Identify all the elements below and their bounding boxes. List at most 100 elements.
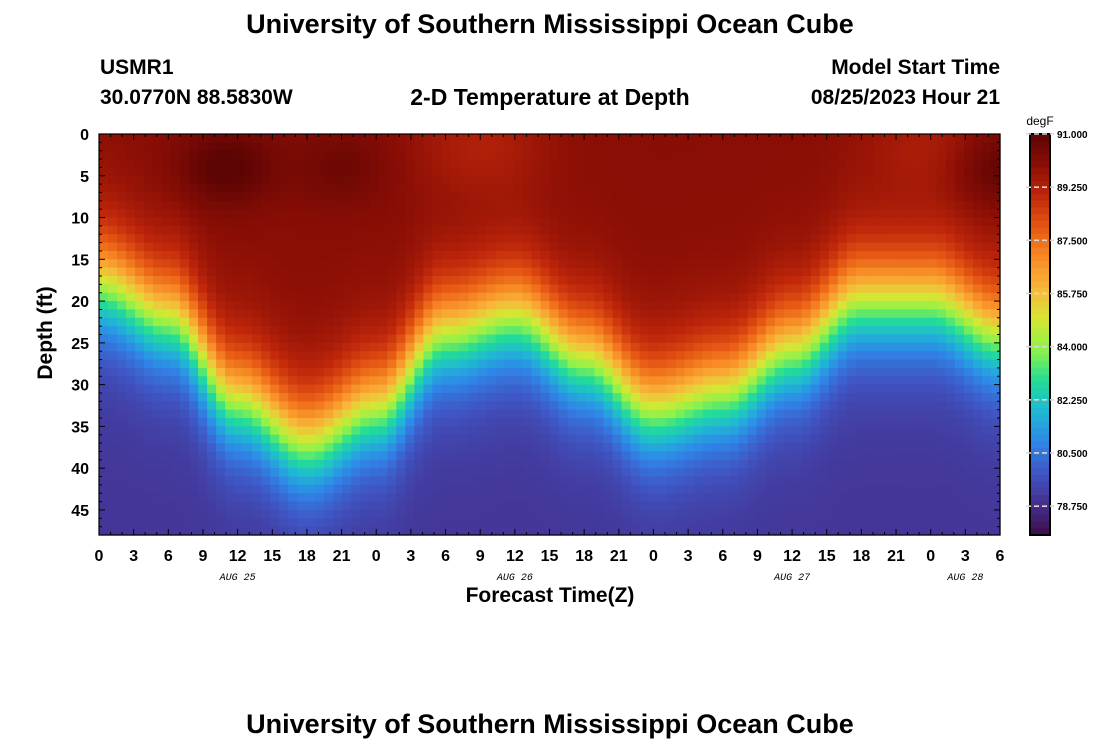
heatmap-cell — [540, 200, 551, 210]
heatmap-cell — [117, 401, 127, 411]
heatmap-cell — [621, 192, 632, 202]
heatmap-cell — [909, 384, 920, 394]
heatmap-cell — [234, 451, 244, 461]
heatmap-cell — [225, 526, 235, 536]
heatmap-cell — [882, 334, 893, 344]
heatmap-cell — [135, 384, 145, 394]
heatmap-cell — [756, 259, 767, 269]
heatmap-cell — [207, 409, 217, 419]
heatmap-cell — [765, 167, 776, 177]
heatmap-cell — [441, 184, 451, 194]
heatmap-cell — [288, 409, 298, 419]
heatmap-cell — [261, 434, 271, 444]
heatmap-cell — [342, 217, 352, 227]
heatmap-cell — [792, 493, 803, 503]
heatmap-cell — [882, 409, 893, 419]
heatmap-cell — [621, 459, 632, 469]
heatmap-cell — [801, 359, 812, 369]
heatmap-cell — [162, 250, 172, 260]
heatmap-cell — [315, 418, 325, 427]
heatmap-cell — [252, 351, 262, 361]
x-tick-label: 18 — [298, 548, 316, 565]
heatmap-cell — [585, 334, 596, 344]
heatmap-cell — [99, 468, 109, 478]
heatmap-cell — [945, 259, 956, 269]
heatmap-cell — [882, 459, 893, 469]
heatmap-cell — [405, 409, 415, 419]
heatmap-cell — [936, 468, 947, 478]
heatmap-cell — [540, 225, 551, 235]
heatmap-cell — [801, 159, 812, 169]
heatmap-cell — [225, 426, 235, 436]
heatmap-cell — [198, 468, 208, 478]
heatmap-cell — [972, 209, 983, 219]
heatmap-cell — [522, 184, 533, 194]
heatmap-cell — [315, 192, 325, 202]
heatmap-cell — [612, 134, 623, 143]
heatmap-cell — [900, 159, 911, 169]
heatmap-cell — [351, 484, 361, 494]
heatmap-cell — [306, 292, 316, 302]
heatmap-cell — [927, 200, 938, 210]
heatmap-cell — [216, 150, 226, 160]
heatmap-cell — [675, 292, 686, 302]
heatmap-cell — [837, 326, 848, 336]
heatmap-cell — [405, 150, 415, 160]
heatmap-cell — [270, 267, 280, 277]
heatmap-cell — [846, 376, 857, 386]
heatmap-cell — [477, 484, 488, 494]
heatmap-cell — [108, 459, 118, 469]
heatmap-cell — [963, 409, 974, 419]
heatmap-cell — [297, 267, 307, 277]
heatmap-cell — [963, 142, 974, 152]
heatmap-cell — [207, 184, 217, 194]
heatmap-cell — [216, 434, 226, 444]
heatmap-cell — [837, 159, 848, 169]
heatmap-cell — [837, 468, 848, 478]
heatmap-cell — [693, 418, 704, 427]
heatmap-cell — [945, 392, 956, 402]
heatmap-cell — [702, 134, 713, 143]
heatmap-cell — [459, 367, 470, 377]
heatmap-cell — [171, 326, 181, 336]
heatmap-cell — [531, 459, 542, 469]
heatmap-cell — [918, 359, 929, 369]
heatmap-cell — [648, 309, 659, 319]
heatmap-cell — [522, 459, 533, 469]
heatmap-cell — [648, 409, 659, 419]
heatmap-cell — [180, 167, 190, 177]
heatmap-cell — [711, 234, 722, 244]
heatmap-cell — [513, 418, 524, 427]
heatmap-cell — [360, 142, 370, 152]
heatmap-cell — [378, 242, 388, 252]
heatmap-cell — [513, 409, 524, 419]
heatmap-cell — [666, 468, 677, 478]
heatmap-cell — [198, 451, 208, 461]
heatmap-cell — [432, 384, 442, 394]
heatmap-cell — [270, 367, 280, 377]
heatmap-cell — [900, 217, 911, 227]
heatmap-cell — [981, 342, 992, 352]
heatmap-cell — [864, 468, 875, 478]
heatmap-cell — [873, 476, 884, 486]
heatmap-cell — [990, 276, 1001, 285]
heatmap-cell — [423, 225, 433, 235]
heatmap-cell — [504, 284, 515, 294]
heatmap-cell — [441, 518, 451, 528]
heatmap-cell — [621, 401, 632, 411]
heatmap-cell — [216, 217, 226, 227]
heatmap-cell — [333, 175, 343, 185]
heatmap-cell — [378, 476, 388, 486]
heatmap-cell — [612, 242, 623, 252]
heatmap-cell — [144, 134, 154, 143]
heatmap-cell — [360, 276, 370, 285]
heatmap-cell — [882, 418, 893, 427]
heatmap-cell — [396, 392, 406, 402]
heatmap-cell — [531, 167, 542, 177]
heatmap-cell — [720, 351, 731, 361]
heatmap-cell — [216, 418, 226, 427]
heatmap-cell — [963, 426, 974, 436]
heatmap-cell — [324, 409, 334, 419]
heatmap-cell — [324, 484, 334, 494]
heatmap-cell — [846, 468, 857, 478]
